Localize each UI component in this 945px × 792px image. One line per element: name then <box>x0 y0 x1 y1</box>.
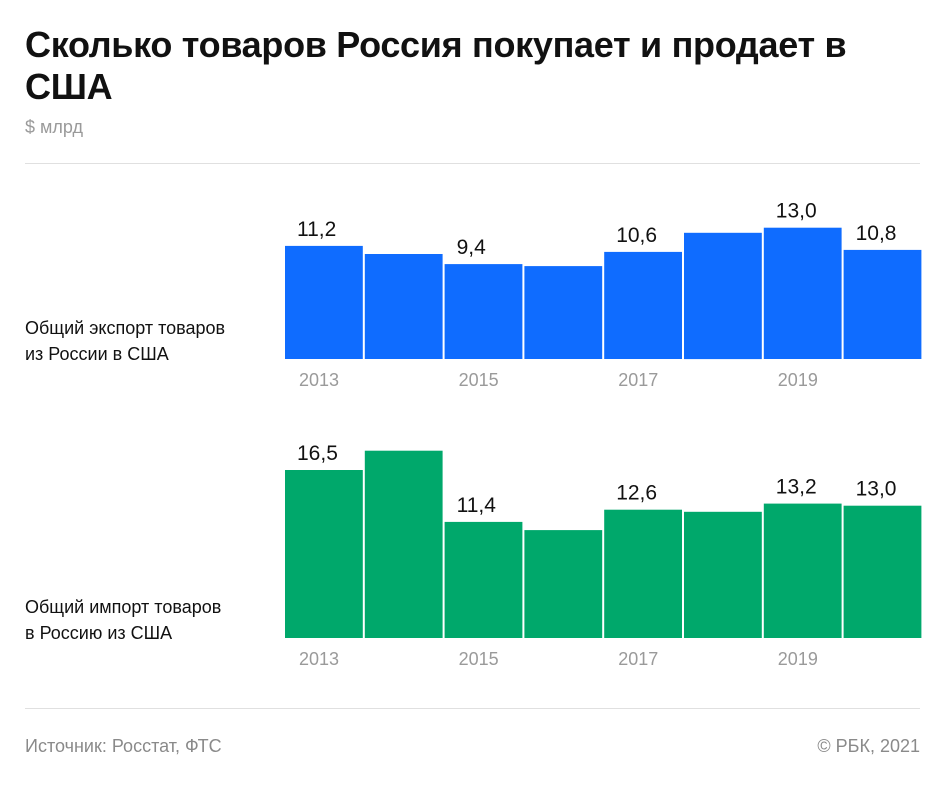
import-data-label-2020: 13,0 <box>856 478 897 501</box>
import-panel-label: Общий импорт товаров в Россию из США <box>25 594 285 646</box>
import-tick-label-2017: 2017 <box>618 649 658 669</box>
import-bar-2013 <box>285 470 363 638</box>
export-bar-2013 <box>285 245 363 359</box>
export-bar-2015 <box>444 264 523 359</box>
bottom-divider <box>25 708 920 709</box>
import-bar-2016 <box>524 530 603 638</box>
export-bar-2020 <box>843 249 922 359</box>
import-label-line-1: Общий импорт товаров <box>25 597 222 617</box>
export-label-line-2: из России в США <box>25 344 169 364</box>
import-tick-label-2019: 2019 <box>778 649 818 669</box>
export-panel-label: Общий экспорт товаров из России в США <box>25 315 285 367</box>
export-tick-label-2013: 2013 <box>299 370 339 390</box>
copyright-note: © РБК, 2021 <box>817 736 920 756</box>
import-bar-2017 <box>604 509 682 638</box>
export-tick-label-2017: 2017 <box>618 370 658 390</box>
export-bar-2014 <box>364 254 443 359</box>
export-data-label-2019: 13,0 <box>776 200 817 223</box>
top-divider <box>25 163 920 164</box>
source-note: Источник: Росстат, ФТС <box>25 736 222 756</box>
import-label-line-2: в Россию из США <box>25 623 173 643</box>
chart-title: Сколько товаров Россия покупает и продае… <box>25 24 847 107</box>
import-data-label-2013: 16,5 <box>297 442 338 465</box>
export-data-label-2017: 10,6 <box>616 224 657 247</box>
import-data-label-2017: 12,6 <box>616 482 657 505</box>
unit-label: $ млрд <box>25 117 83 137</box>
import-tick-label-2015: 2015 <box>459 649 499 669</box>
import-data-label-2015: 11,4 <box>457 494 497 517</box>
import-data-label-2019: 13,2 <box>776 476 817 499</box>
export-tick-label-2019: 2019 <box>778 370 818 390</box>
import-bar-2015 <box>444 521 523 638</box>
export-bar-2018 <box>684 232 762 360</box>
export-data-label-2020: 10,8 <box>856 222 897 245</box>
export-bar-2016 <box>524 266 603 359</box>
export-label-line-1: Общий экспорт товаров <box>25 318 226 338</box>
export-bar-2019 <box>763 227 842 359</box>
export-tick-label-2015: 2015 <box>459 370 499 390</box>
export-bar-2017 <box>604 251 682 359</box>
import-tick-label-2013: 2013 <box>299 649 339 669</box>
export-data-label-2015: 9,4 <box>457 236 487 259</box>
import-bar-2019 <box>763 503 842 638</box>
import-bar-2014 <box>364 450 443 638</box>
import-bar-2018 <box>684 511 762 638</box>
export-data-label-2013: 11,2 <box>297 218 336 241</box>
import-bar-2020 <box>843 505 922 638</box>
